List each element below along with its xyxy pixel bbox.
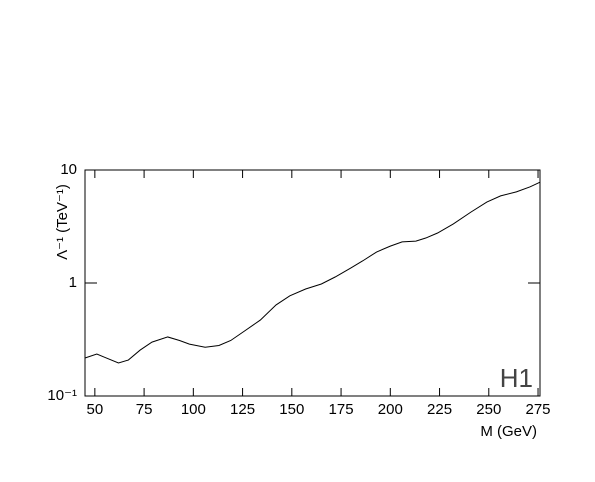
x-tick-label: 50 (87, 401, 104, 418)
x-tick-label: 100 (181, 401, 206, 418)
plot-frame (84, 169, 541, 397)
x-tick-label: 275 (526, 401, 551, 418)
y-tick-label: 10 (60, 161, 77, 178)
x-tick-label: 200 (378, 401, 403, 418)
x-tick-label: 225 (427, 401, 452, 418)
data-line (84, 181, 541, 364)
y-tick-label: 1 (69, 274, 77, 291)
x-tick-label: 175 (329, 401, 354, 418)
y-axis-label: Λ⁻¹ (TeV⁻¹) (54, 184, 71, 260)
x-tick-label: 125 (230, 401, 255, 418)
annotation: H1 (500, 363, 533, 393)
x-tick-label: 150 (279, 401, 304, 418)
x-axis-label: M (GeV) (480, 423, 537, 440)
x-tick-label: 75 (136, 401, 153, 418)
x-tick-label: 250 (476, 401, 501, 418)
y-tick-label: 10⁻¹ (47, 387, 77, 404)
